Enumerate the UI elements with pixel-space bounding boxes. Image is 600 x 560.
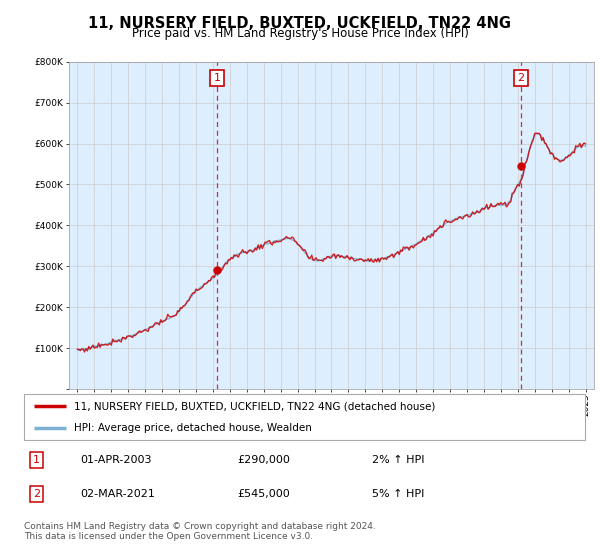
Text: £290,000: £290,000: [237, 455, 290, 465]
Text: 2% ↑ HPI: 2% ↑ HPI: [372, 455, 424, 465]
Text: 2: 2: [33, 489, 40, 499]
Text: HPI: Average price, detached house, Wealden: HPI: Average price, detached house, Weal…: [74, 423, 313, 433]
Text: 02-MAR-2021: 02-MAR-2021: [80, 489, 155, 499]
Text: £545,000: £545,000: [237, 489, 290, 499]
Text: 5% ↑ HPI: 5% ↑ HPI: [372, 489, 424, 499]
Text: 1: 1: [214, 73, 221, 83]
Text: 11, NURSERY FIELD, BUXTED, UCKFIELD, TN22 4NG: 11, NURSERY FIELD, BUXTED, UCKFIELD, TN2…: [89, 16, 511, 31]
Text: 11, NURSERY FIELD, BUXTED, UCKFIELD, TN22 4NG (detached house): 11, NURSERY FIELD, BUXTED, UCKFIELD, TN2…: [74, 401, 436, 411]
Text: 01-APR-2003: 01-APR-2003: [80, 455, 152, 465]
Text: 1: 1: [33, 455, 40, 465]
Text: Price paid vs. HM Land Registry's House Price Index (HPI): Price paid vs. HM Land Registry's House …: [131, 27, 469, 40]
Text: 2: 2: [517, 73, 524, 83]
Text: Contains HM Land Registry data © Crown copyright and database right 2024.
This d: Contains HM Land Registry data © Crown c…: [24, 522, 376, 542]
FancyBboxPatch shape: [24, 394, 585, 440]
